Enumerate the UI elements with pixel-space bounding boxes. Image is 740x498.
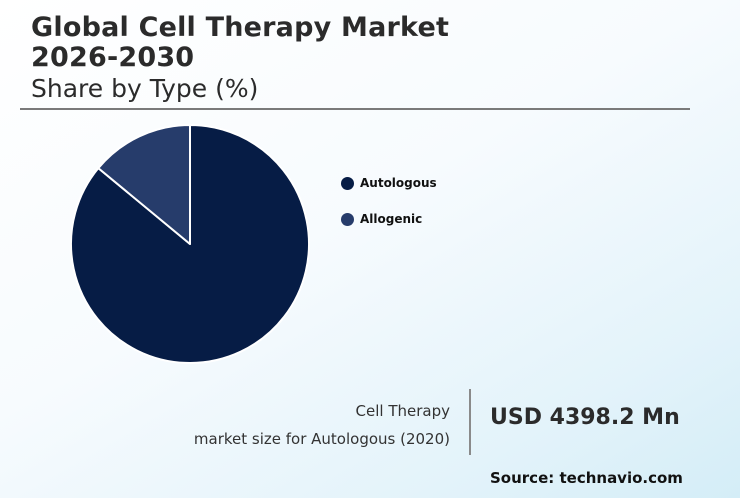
source-credit: Source: technavio.com [490, 469, 683, 487]
header-divider [20, 108, 690, 110]
caption-line2: market size for Autologous (2020) [193, 430, 450, 448]
legend-swatch-allogenic [341, 212, 354, 226]
market-size-value: USD 4398.2 Mn [490, 405, 680, 430]
legend-label-autologous: Autologous [360, 176, 437, 190]
legend-item-allogenic: Allogenic [341, 210, 437, 228]
pie-slice-allogenic [97, 124, 191, 245]
pie-chart [70, 124, 310, 364]
legend-label-allogenic: Allogenic [360, 212, 423, 226]
chart-subtitle: Share by Type (%) [31, 74, 259, 103]
chart-title-line1: Global Cell Therapy Market [31, 12, 450, 43]
market-size-caption: Cell Therapy market size for Autologous … [194, 397, 450, 453]
legend-swatch-autologous [341, 176, 354, 190]
legend-item-autologous: Autologous [341, 174, 437, 192]
callout-divider [469, 389, 471, 455]
chart-legend: Autologous Allogenic [341, 174, 437, 246]
title-block: Global Cell Therapy Market 2026-2030 Sha… [31, 13, 449, 104]
caption-line1: Cell Therapy [355, 402, 450, 420]
chart-title-line2: 2026-2030 [31, 42, 195, 73]
